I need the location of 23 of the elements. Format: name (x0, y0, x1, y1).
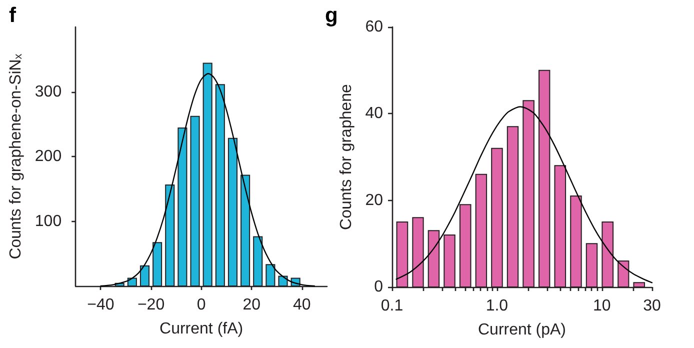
y-tick-label: 100 (34, 212, 62, 230)
y-tick-label: 20 (365, 192, 384, 209)
y-axis-title: Counts for graphene-on-SiNx (8, 53, 24, 260)
y-tick-label: 200 (34, 148, 62, 165)
y-tick-label: 300 (34, 83, 62, 100)
x-tick-label: −20 (137, 296, 165, 314)
x-tick-label: 0.1 (380, 298, 404, 314)
x-tick-label: 1.0 (486, 298, 508, 314)
x-tick-label: 20 (242, 296, 261, 314)
chart-title: g (325, 4, 338, 27)
chart-title: f (9, 4, 17, 27)
x-axis-title: Current (pA) (478, 322, 566, 338)
y-tick-label: 40 (365, 105, 384, 122)
y-tick-label: 0 (374, 278, 384, 296)
y-tick-label: 60 (365, 18, 384, 36)
x-tick-label: −40 (87, 296, 114, 314)
x-axis-title: Current (fA) (160, 320, 244, 338)
line-series (100, 73, 316, 287)
x-tick-label: 40 (292, 296, 311, 314)
x-tick-label: 10 (593, 298, 611, 314)
x-tick-label: 30 (643, 298, 661, 314)
x-tick-label: 0 (196, 296, 206, 314)
y-axis-title: Counts for graphene (338, 84, 355, 230)
